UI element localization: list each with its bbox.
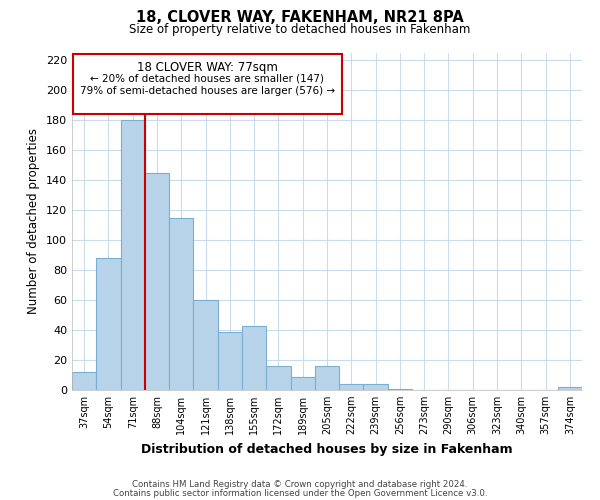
Text: 18, CLOVER WAY, FAKENHAM, NR21 8PA: 18, CLOVER WAY, FAKENHAM, NR21 8PA [136, 10, 464, 25]
Text: Size of property relative to detached houses in Fakenham: Size of property relative to detached ho… [130, 22, 470, 36]
Text: ← 20% of detached houses are smaller (147): ← 20% of detached houses are smaller (14… [91, 74, 325, 84]
Bar [169, 218, 193, 390]
Bar [73, 54, 341, 114]
Bar [290, 376, 315, 390]
Bar [388, 388, 412, 390]
Bar [558, 387, 582, 390]
Bar [242, 326, 266, 390]
Bar [96, 258, 121, 390]
Bar [121, 120, 145, 390]
Bar [72, 372, 96, 390]
Bar [266, 366, 290, 390]
X-axis label: Distribution of detached houses by size in Fakenham: Distribution of detached houses by size … [141, 442, 513, 456]
Bar [339, 384, 364, 390]
Text: Contains HM Land Registry data © Crown copyright and database right 2024.: Contains HM Land Registry data © Crown c… [132, 480, 468, 489]
Text: 18 CLOVER WAY: 77sqm: 18 CLOVER WAY: 77sqm [137, 62, 278, 74]
Bar [193, 300, 218, 390]
Bar [145, 172, 169, 390]
Bar [364, 384, 388, 390]
Y-axis label: Number of detached properties: Number of detached properties [28, 128, 40, 314]
Bar [218, 332, 242, 390]
Text: Contains public sector information licensed under the Open Government Licence v3: Contains public sector information licen… [113, 489, 487, 498]
Bar [315, 366, 339, 390]
Text: 79% of semi-detached houses are larger (576) →: 79% of semi-detached houses are larger (… [80, 86, 335, 96]
